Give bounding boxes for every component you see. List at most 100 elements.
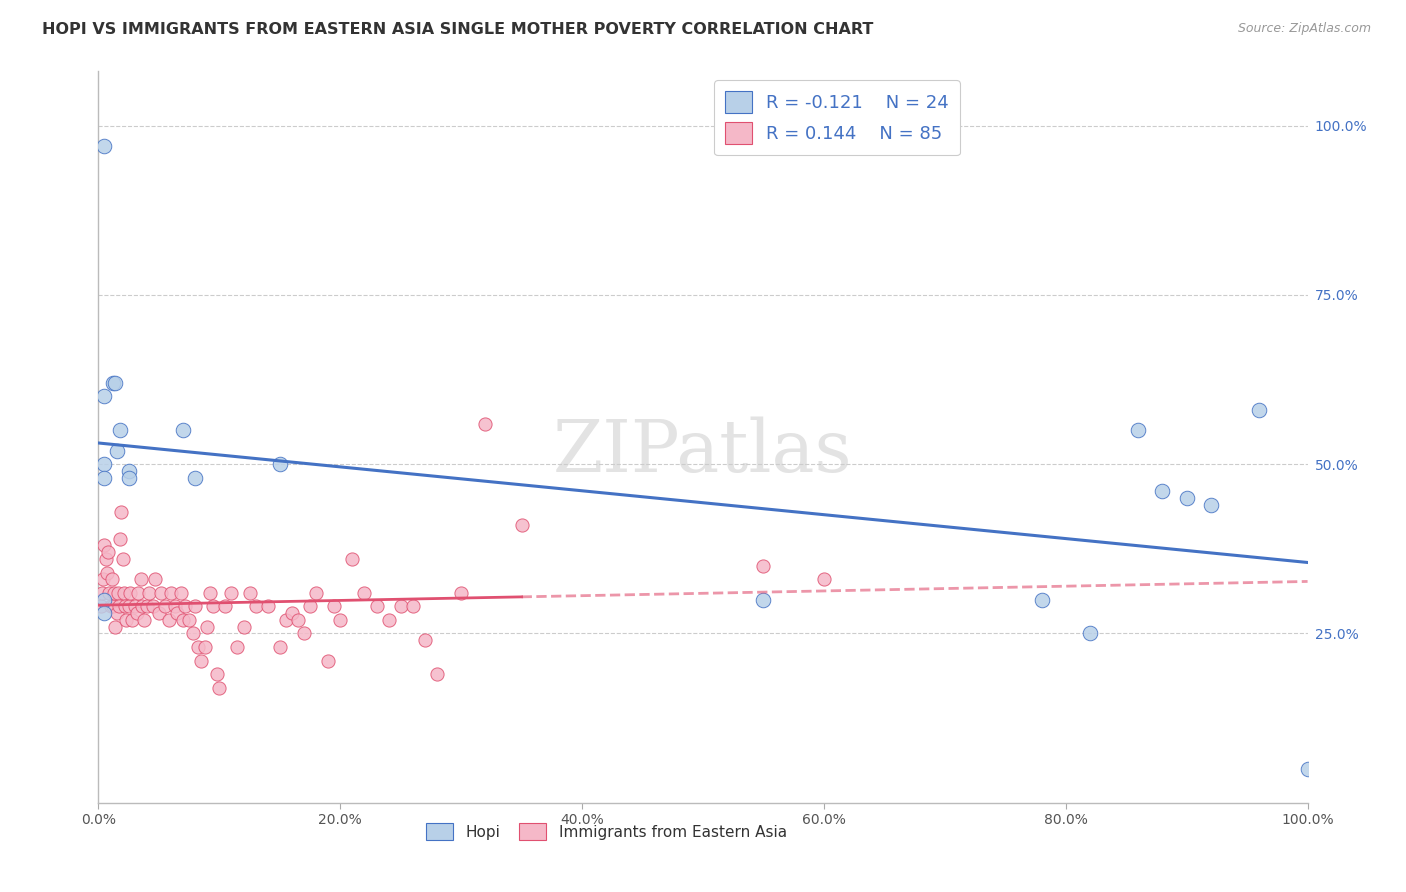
Point — [179, 613, 201, 627]
Point — [256, 599, 278, 614]
Point — [127, 606, 149, 620]
Point — [184, 471, 207, 485]
Point — [105, 443, 128, 458]
Point — [143, 572, 166, 586]
Point — [160, 586, 183, 600]
Point — [353, 586, 375, 600]
Point — [135, 599, 157, 614]
Point — [107, 586, 129, 600]
Point — [329, 613, 352, 627]
Point — [1296, 762, 1319, 776]
Point — [245, 599, 267, 614]
Point — [148, 606, 170, 620]
Text: HOPI VS IMMIGRANTS FROM EASTERN ASIA SINGLE MOTHER POVERTY CORRELATION CHART: HOPI VS IMMIGRANTS FROM EASTERN ASIA SIN… — [42, 22, 873, 37]
Point — [93, 457, 115, 471]
Point — [93, 538, 115, 552]
Point — [150, 586, 173, 600]
Point — [91, 586, 114, 600]
Point — [292, 626, 315, 640]
Point — [208, 681, 231, 695]
Point — [100, 572, 122, 586]
Point — [274, 613, 297, 627]
Point — [166, 606, 188, 620]
Point — [221, 586, 243, 600]
Point — [108, 532, 131, 546]
Point — [93, 139, 115, 153]
Point — [269, 457, 291, 471]
Point — [153, 599, 176, 614]
Point — [323, 599, 346, 614]
Point — [172, 613, 194, 627]
Point — [118, 464, 141, 478]
Point — [299, 599, 322, 614]
Point — [450, 586, 472, 600]
Point — [112, 586, 135, 600]
Point — [426, 667, 449, 681]
Point — [157, 613, 180, 627]
Point — [105, 606, 128, 620]
Point — [305, 586, 328, 600]
Point — [104, 620, 127, 634]
Point — [1199, 498, 1222, 512]
Point — [98, 586, 121, 600]
Point — [813, 572, 835, 586]
Point — [172, 423, 194, 437]
Point — [94, 552, 117, 566]
Point — [114, 599, 136, 614]
Point — [377, 613, 399, 627]
Point — [413, 633, 436, 648]
Point — [163, 599, 186, 614]
Point — [110, 505, 132, 519]
Point — [402, 599, 425, 614]
Point — [389, 599, 412, 614]
Point — [90, 599, 112, 614]
Point — [174, 599, 197, 614]
Point — [111, 552, 134, 566]
Point — [118, 586, 141, 600]
Point — [104, 376, 127, 390]
Point — [198, 586, 221, 600]
Point — [91, 572, 114, 586]
Point — [342, 552, 364, 566]
Point — [195, 620, 218, 634]
Point — [96, 566, 118, 580]
Point — [127, 586, 149, 600]
Text: Source: ZipAtlas.com: Source: ZipAtlas.com — [1237, 22, 1371, 36]
Point — [93, 592, 115, 607]
Point — [214, 599, 236, 614]
Point — [1031, 592, 1053, 607]
Point — [1175, 491, 1198, 505]
Point — [169, 586, 191, 600]
Point — [287, 613, 309, 627]
Point — [281, 606, 304, 620]
Point — [474, 417, 496, 431]
Point — [194, 640, 217, 654]
Point — [93, 606, 115, 620]
Point — [205, 667, 228, 681]
Point — [108, 599, 131, 614]
Point — [366, 599, 388, 614]
Point — [190, 654, 212, 668]
Point — [121, 613, 143, 627]
Point — [1152, 484, 1174, 499]
Point — [184, 599, 207, 614]
Point — [752, 558, 775, 573]
Point — [187, 640, 209, 654]
Point — [134, 613, 156, 627]
Point — [232, 620, 254, 634]
Text: ZIPatlas: ZIPatlas — [553, 417, 853, 487]
Point — [316, 654, 339, 668]
Point — [118, 599, 141, 614]
Point — [181, 626, 204, 640]
Point — [142, 599, 165, 614]
Point — [510, 518, 533, 533]
Point — [118, 471, 141, 485]
Point — [93, 471, 115, 485]
Point — [131, 599, 153, 614]
Point — [103, 586, 125, 600]
Point — [202, 599, 225, 614]
Point — [226, 640, 249, 654]
Point — [138, 586, 160, 600]
Point — [115, 613, 138, 627]
Point — [101, 376, 124, 390]
